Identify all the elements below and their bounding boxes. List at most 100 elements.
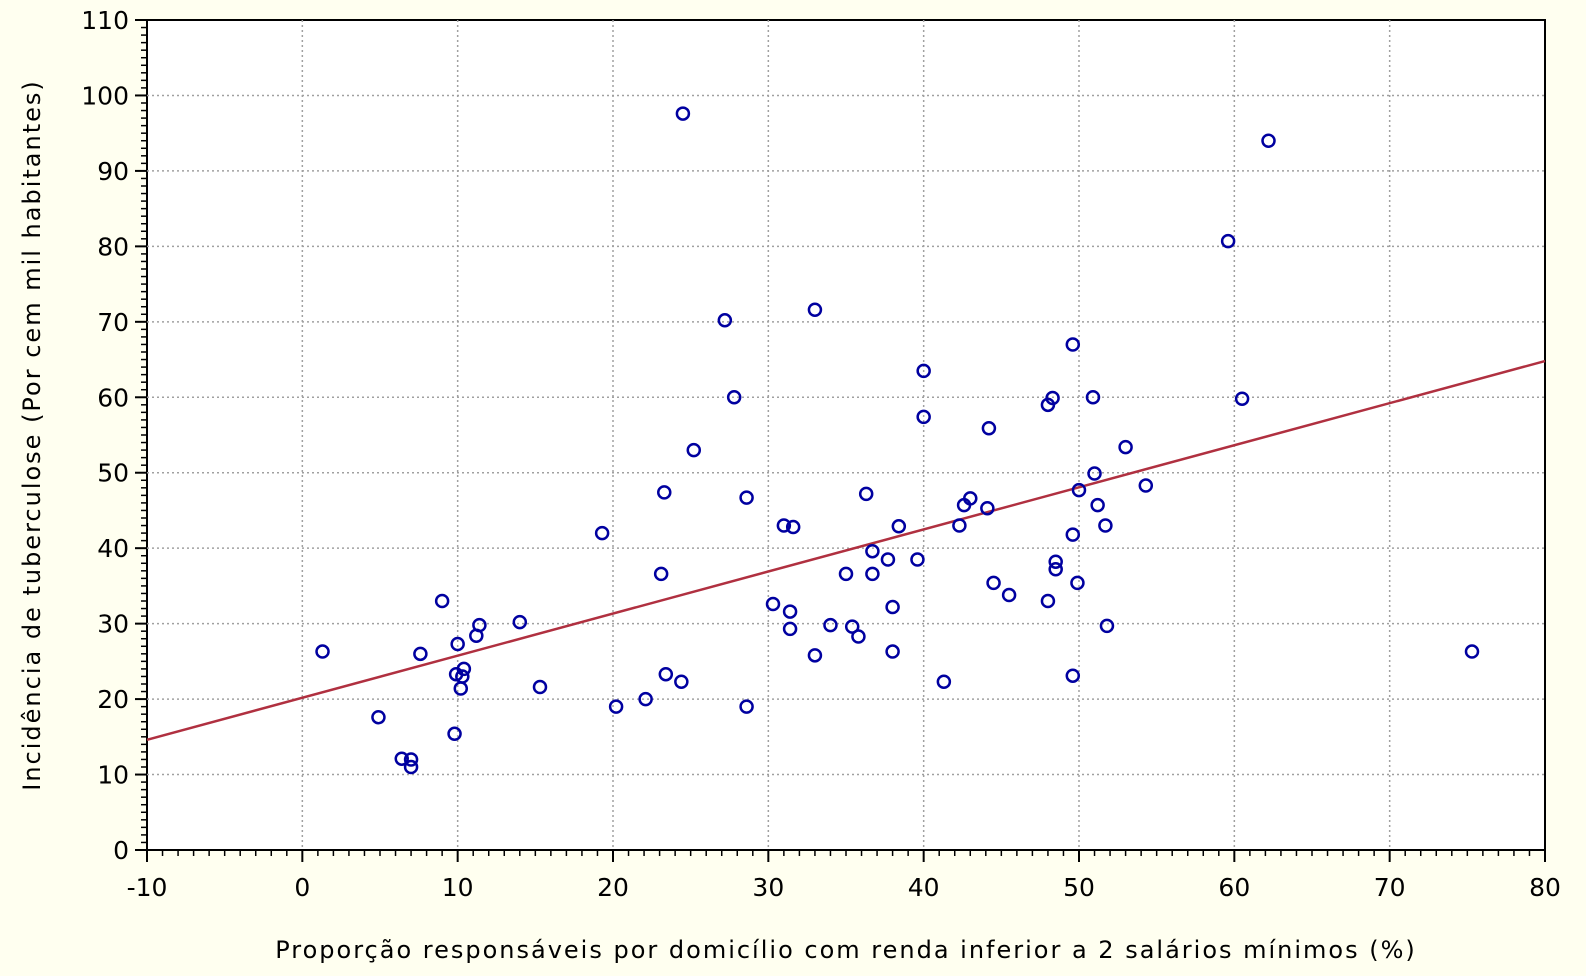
- axis-ticks: [135, 19, 1546, 862]
- y-tick-label: 30: [97, 610, 129, 639]
- y-tick-label: 10: [97, 761, 129, 790]
- data-point: [785, 519, 801, 535]
- data-point: [891, 519, 907, 534]
- data-point: [1001, 587, 1017, 603]
- data-point: [916, 409, 931, 425]
- y-tick-label: 60: [97, 383, 129, 412]
- y-tick-labels: 0 10 20 30 40 50 60 70 80 90 100 110: [81, 6, 129, 865]
- data-point: [1234, 391, 1250, 407]
- plot-area: [146, 19, 1546, 851]
- x-tick-labels: -10 0 10 20 30 40 50 60 70 80: [127, 873, 1561, 902]
- data-point: [986, 575, 1001, 591]
- data-point: [1261, 133, 1276, 148]
- data-point: [315, 644, 330, 659]
- data-point: [936, 674, 952, 689]
- grid-lines: [147, 20, 1545, 850]
- data-point: [765, 596, 781, 612]
- data-point: [717, 313, 733, 328]
- data-point: [1098, 518, 1113, 533]
- data-point: [980, 500, 995, 516]
- data-point: [434, 593, 450, 609]
- data-point: [1040, 593, 1056, 609]
- data-point: [1464, 644, 1480, 659]
- data-point: [450, 636, 465, 652]
- data-point: [1065, 337, 1081, 352]
- y-axis-title: Incidência de tuberculose (Por cem mil h…: [18, 79, 46, 790]
- data-point: [880, 552, 896, 567]
- x-tick-label: 40: [908, 873, 940, 902]
- data-point: [403, 759, 419, 775]
- data-point: [657, 485, 672, 500]
- data-point: [726, 390, 742, 405]
- data-point: [838, 566, 854, 582]
- data-point: [608, 699, 624, 714]
- data-point: [1048, 554, 1063, 570]
- data-point: [447, 726, 462, 742]
- x-tick-label: 30: [752, 873, 784, 902]
- data-point: [782, 621, 798, 637]
- data-point: [865, 543, 880, 559]
- data-point: [1045, 390, 1060, 406]
- data-point: [1065, 668, 1081, 683]
- data-point: [413, 646, 428, 662]
- x-tick-label: 20: [597, 873, 629, 902]
- data-point: [1048, 562, 1063, 577]
- y-tick-label: 110: [81, 6, 129, 35]
- data-point: [916, 363, 931, 379]
- data-point: [739, 699, 754, 714]
- data-point: [394, 751, 409, 766]
- data-point: [782, 604, 798, 619]
- data-point: [823, 617, 838, 633]
- data-point: [455, 669, 470, 684]
- y-tick-label: 80: [97, 232, 129, 261]
- y-tick-label: 40: [97, 534, 129, 563]
- data-point: [1071, 482, 1087, 498]
- x-tick-label: 50: [1063, 873, 1095, 902]
- data-point: [403, 752, 419, 767]
- data-point: [807, 648, 823, 663]
- data-point: [371, 709, 386, 725]
- y-tick-label: 70: [97, 308, 129, 337]
- data-point: [686, 442, 702, 458]
- data-point: [1118, 439, 1133, 455]
- data-point: [858, 486, 874, 502]
- y-tick-label: 50: [97, 459, 129, 488]
- data-point: [851, 629, 866, 644]
- data-point: [1065, 527, 1081, 542]
- data-point: [1087, 466, 1102, 481]
- regression-line: [146, 359, 1546, 742]
- data-point: [981, 420, 997, 436]
- data-point: [456, 661, 472, 677]
- data-point: [658, 666, 674, 682]
- y-tick-label: 20: [97, 685, 129, 714]
- data-point: [532, 679, 548, 695]
- data-point: [674, 674, 689, 689]
- x-tick-label: 80: [1529, 873, 1561, 902]
- data-point: [1099, 618, 1115, 634]
- data-point: [844, 619, 860, 634]
- y-tick-label: 100: [81, 81, 129, 110]
- x-axis-title: Proporção responsáveis por domicílio com…: [275, 936, 1417, 964]
- y-tick-label: 90: [97, 157, 129, 186]
- data-point: [1085, 390, 1101, 405]
- data-point: [963, 491, 978, 506]
- data-point: [594, 525, 610, 541]
- data-point: [739, 490, 754, 505]
- data-point: [638, 691, 653, 707]
- data-point: [1070, 575, 1085, 591]
- data-point: [1090, 497, 1105, 513]
- x-tick-label: 70: [1374, 873, 1406, 902]
- data-point: [512, 614, 528, 630]
- data-point: [865, 566, 880, 582]
- data-point: [472, 617, 487, 633]
- data-point: [807, 302, 823, 317]
- data-point: [910, 552, 925, 567]
- data-point: [776, 518, 792, 533]
- y-tick-label: 0: [113, 836, 129, 865]
- data-points: [315, 106, 1480, 775]
- data-point: [885, 599, 900, 615]
- data-point: [952, 518, 967, 533]
- data-point: [675, 106, 691, 121]
- x-tick-label: -10: [127, 873, 168, 902]
